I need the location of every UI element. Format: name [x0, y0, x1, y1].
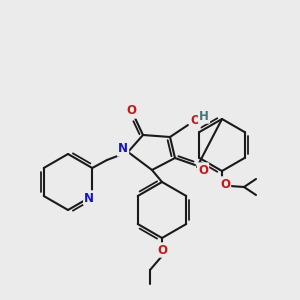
Text: N: N — [84, 191, 94, 205]
Text: O: O — [198, 164, 208, 176]
Text: O: O — [220, 178, 230, 190]
Text: O: O — [190, 113, 200, 127]
Text: N: N — [118, 142, 128, 155]
Text: O: O — [126, 104, 136, 118]
Text: O: O — [157, 244, 167, 256]
Text: H: H — [199, 110, 209, 122]
